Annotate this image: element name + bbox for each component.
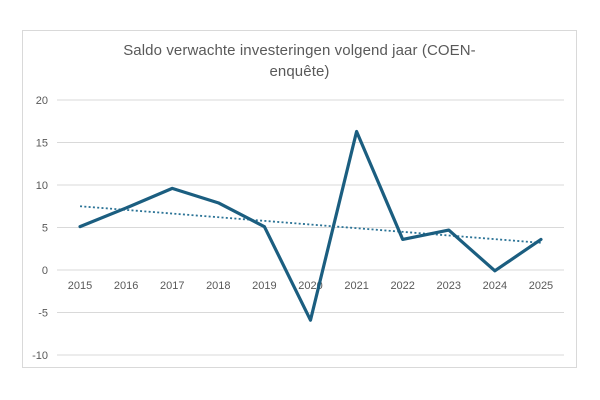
y-tick-label: 10	[36, 180, 48, 192]
y-tick-label: 0	[42, 265, 48, 277]
x-tick-label: 2018	[206, 280, 230, 292]
chart-title: Saldo verwachte investeringen volgend ja…	[123, 42, 476, 80]
x-tick-label: 2021	[344, 280, 368, 292]
x-tick-label: 2022	[390, 280, 414, 292]
series-line	[78, 129, 543, 322]
y-tick-label: 15	[36, 137, 48, 149]
y-tick-label: -10	[32, 350, 48, 362]
chart-frame: Saldo verwachte investeringen volgend ja…	[22, 30, 577, 368]
x-tick-label: 2019	[252, 280, 276, 292]
y-tick-label: 5	[42, 222, 48, 234]
x-tick-label: 2015	[68, 280, 92, 292]
x-tick-label: 2017	[160, 280, 184, 292]
x-tick-label: 2025	[529, 280, 553, 292]
x-tick-label: 2024	[483, 280, 507, 292]
y-tick-label: -5	[38, 307, 48, 319]
trendline	[79, 205, 542, 244]
x-tick-label: 2023	[437, 280, 461, 292]
x-tick-label: 2016	[114, 280, 138, 292]
y-tick-label: 20	[36, 95, 48, 107]
